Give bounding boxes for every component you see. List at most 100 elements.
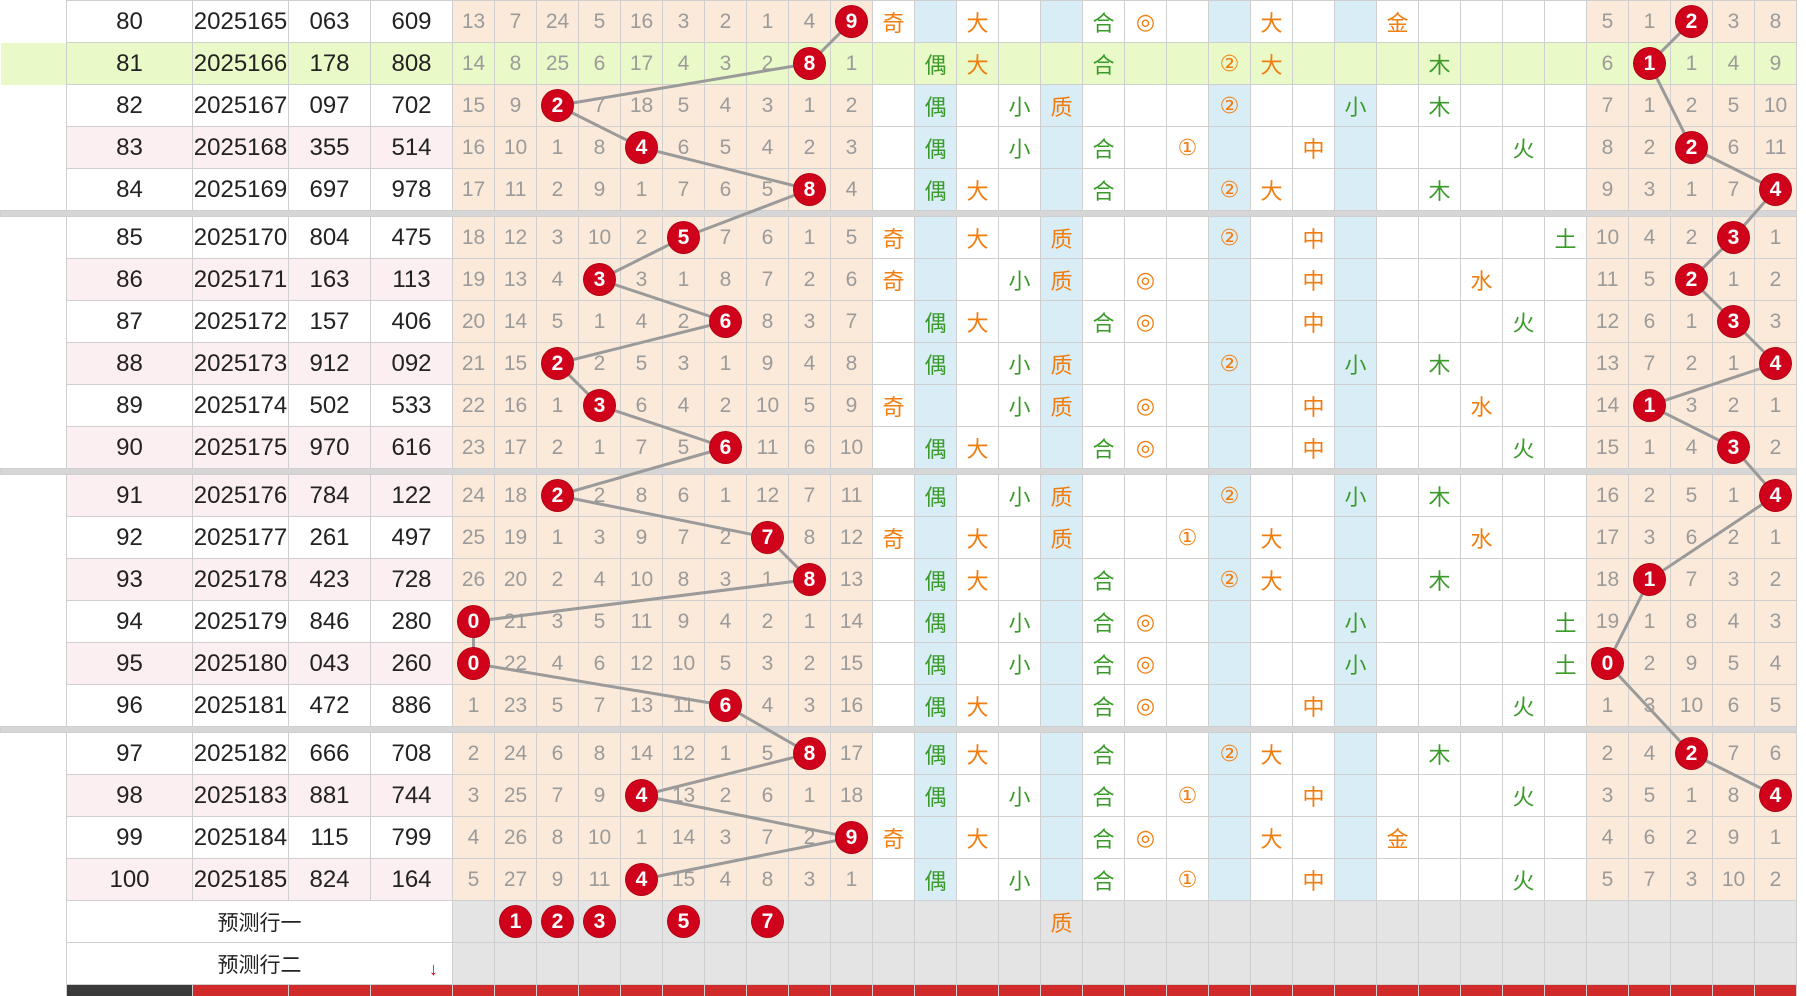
prediction-input-cell[interactable] — [1628, 942, 1671, 985]
header-label[interactable]: 金 — [1376, 984, 1419, 996]
header-label[interactable]: 木 — [1418, 984, 1461, 996]
prediction-input-cell[interactable] — [830, 942, 873, 985]
prediction-input-cell[interactable] — [1124, 942, 1167, 985]
prediction-attr-cell[interactable] — [1082, 900, 1125, 943]
prediction-input-cell[interactable] — [1460, 942, 1503, 985]
prediction-input-cell[interactable] — [536, 942, 579, 985]
prediction-input-cell[interactable] — [620, 942, 663, 985]
prediction-input-cell[interactable] — [746, 942, 789, 985]
prediction-input-cell[interactable] — [1754, 942, 1797, 985]
prediction-attr-cell[interactable] — [1544, 900, 1587, 943]
header-label[interactable]: 5 — [662, 984, 705, 996]
expand-arrow-icon[interactable]: ↓ — [429, 959, 438, 979]
prediction-digit-cell[interactable] — [452, 900, 495, 943]
prediction-attr-cell[interactable] — [1334, 900, 1377, 943]
prediction-attr-cell[interactable] — [1376, 900, 1419, 943]
prediction-attr-cell[interactable] — [1754, 900, 1797, 943]
header-label[interactable]: 2 — [1670, 984, 1713, 996]
prediction-attr-cell[interactable] — [1418, 900, 1461, 943]
header-label[interactable]: 土 — [1544, 984, 1587, 996]
prediction-attr-cell[interactable] — [1166, 900, 1209, 943]
prediction-input-cell[interactable] — [956, 942, 999, 985]
header-label[interactable]: 0路 — [1124, 984, 1167, 996]
prediction-attr-cell[interactable] — [914, 900, 957, 943]
prediction-input-cell[interactable] — [1292, 942, 1335, 985]
prediction-ball[interactable]: 2 — [542, 906, 573, 937]
prediction-digit-cell[interactable]: 1 — [494, 900, 537, 943]
prediction-input-cell[interactable] — [662, 942, 705, 985]
prediction-input-cell[interactable] — [494, 942, 537, 985]
header-label[interactable]: 0 — [1586, 984, 1629, 996]
prediction-input-cell[interactable] — [872, 942, 915, 985]
prediction-ball[interactable]: 5 — [668, 906, 699, 937]
prediction-attr-cell[interactable] — [1712, 900, 1755, 943]
prediction-attr-cell[interactable] — [1628, 900, 1671, 943]
header-label[interactable]: 0 — [452, 984, 495, 996]
header-label[interactable]: 火 — [1502, 984, 1545, 996]
prediction-input-cell[interactable] — [1208, 942, 1251, 985]
prediction-ball[interactable]: 7 — [752, 906, 783, 937]
prediction-attr-cell[interactable] — [956, 900, 999, 943]
header-label[interactable]: 7 — [746, 984, 789, 996]
prediction-attr-cell[interactable] — [1292, 900, 1335, 943]
prediction-ball[interactable]: 3 — [584, 906, 615, 937]
prediction-input-cell[interactable] — [1544, 942, 1587, 985]
prediction-digit-cell[interactable]: 7 — [746, 900, 789, 943]
header-label[interactable]: 3 — [1712, 984, 1755, 996]
prediction-attr-cell[interactable]: 质 — [1040, 900, 1083, 943]
prediction-digit-cell[interactable] — [830, 900, 873, 943]
prediction-input-cell[interactable] — [1586, 942, 1629, 985]
prediction-input-cell[interactable] — [1376, 942, 1419, 985]
header-label[interactable]: 大 — [1250, 984, 1293, 996]
header-label[interactable]: 合 — [1082, 984, 1125, 996]
prediction-input-cell[interactable] — [452, 942, 495, 985]
prediction-digit-cell[interactable] — [620, 900, 663, 943]
header-label[interactable]: 2 — [536, 984, 579, 996]
header-label[interactable]: 3 — [578, 984, 621, 996]
header-label[interactable]: 4 — [620, 984, 663, 996]
header-label[interactable]: 6 — [704, 984, 747, 996]
header-label[interactable]: 9 — [830, 984, 873, 996]
prediction-input-cell[interactable] — [578, 942, 621, 985]
prediction-input-cell[interactable] — [1082, 942, 1125, 985]
prediction-input-cell[interactable] — [1502, 942, 1545, 985]
prediction-digit-cell[interactable]: 3 — [578, 900, 621, 943]
prediction-attr-cell[interactable] — [1670, 900, 1713, 943]
prediction-digit-cell[interactable] — [788, 900, 831, 943]
header-label[interactable]: 偶 — [914, 984, 957, 996]
header-label[interactable]: 1 — [494, 984, 537, 996]
prediction-input-cell[interactable] — [914, 942, 957, 985]
prediction-input-cell[interactable] — [1250, 942, 1293, 985]
prediction-input-cell[interactable] — [1040, 942, 1083, 985]
header-label[interactable]: 小 — [1334, 984, 1377, 996]
header-label[interactable]: 大 — [956, 984, 999, 996]
header-label[interactable]: 水 — [1460, 984, 1503, 996]
prediction-attr-cell[interactable] — [1460, 900, 1503, 943]
prediction-input-cell[interactable] — [1712, 942, 1755, 985]
prediction-input-cell[interactable] — [1334, 942, 1377, 985]
prediction-attr-cell[interactable] — [1124, 900, 1167, 943]
prediction-input-cell[interactable] — [1418, 942, 1461, 985]
prediction-input-cell[interactable] — [1670, 942, 1713, 985]
prediction-digit-cell[interactable]: 2 — [536, 900, 579, 943]
prediction-attr-cell[interactable] — [1586, 900, 1629, 943]
header-label[interactable]: 1 — [1628, 984, 1671, 996]
header-label[interactable]: 奇 — [872, 984, 915, 996]
prediction-attr-cell[interactable] — [1208, 900, 1251, 943]
header-label[interactable]: 1路 — [1166, 984, 1209, 996]
prediction-input-cell[interactable] — [1166, 942, 1209, 985]
header-label[interactable]: 质 — [1040, 984, 1083, 996]
header-label[interactable]: 8 — [788, 984, 831, 996]
prediction-input-cell[interactable] — [704, 942, 747, 985]
header-label[interactable]: 2路 — [1208, 984, 1251, 996]
prediction-input-cell[interactable] — [998, 942, 1041, 985]
header-label[interactable]: 小 — [998, 984, 1041, 996]
prediction-attr-cell[interactable] — [872, 900, 915, 943]
prediction-attr-cell[interactable] — [1502, 900, 1545, 943]
prediction-digit-cell[interactable] — [704, 900, 747, 943]
prediction-attr-cell[interactable] — [1250, 900, 1293, 943]
prediction-digit-cell[interactable]: 5 — [662, 900, 705, 943]
header-label[interactable]: 中 — [1292, 984, 1335, 996]
prediction-input-cell[interactable] — [788, 942, 831, 985]
header-label[interactable]: 4 — [1754, 984, 1797, 996]
